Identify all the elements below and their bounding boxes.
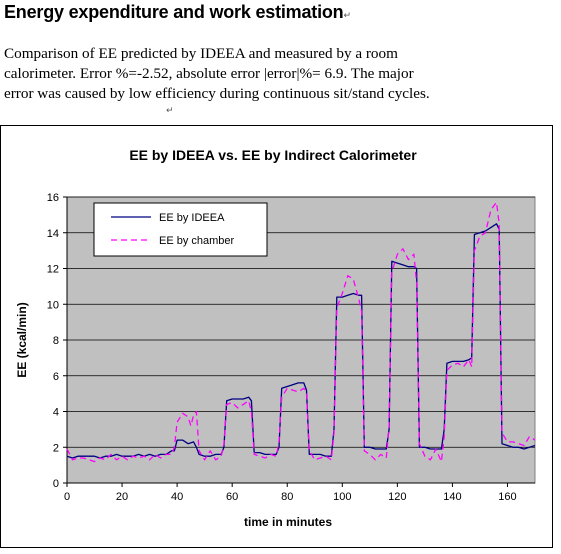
x-tick-label: 60 <box>226 491 238 503</box>
x-tick-label: 40 <box>171 491 183 503</box>
chart-frame: 0 2 4 6 8 10 12 14 16 0 20 40 60 80 100 120 140 160 EE b… <box>0 125 553 548</box>
x-tick-label: 120 <box>388 491 406 503</box>
section-heading: Energy expenditure and work estimation↵ <box>4 2 351 22</box>
y-tick-label: 2 <box>53 442 59 454</box>
ee-line-chart: 0 2 4 6 8 10 12 14 16 0 20 40 60 80 100 120 140 160 EE b… <box>15 147 536 529</box>
x-tick-label: 100 <box>333 491 351 503</box>
description-paragraph: Comparison of EE predicted by IDEEA and … <box>4 44 556 104</box>
y-tick-label: 14 <box>47 228 59 240</box>
y-tick-label: 12 <box>47 264 59 276</box>
y-tick-label: 8 <box>53 335 59 347</box>
y-tick-label: 16 <box>47 192 59 204</box>
description-line: Comparison of EE predicted by IDEEA and … <box>4 45 398 62</box>
legend: EE by IDEEA EE by chamber <box>93 202 268 257</box>
paragraph-mark-icon: ↵ <box>343 11 351 21</box>
y-tick-label: 10 <box>47 299 59 311</box>
y-tick-label: 6 <box>53 371 59 383</box>
legend-label-chamber: EE by chamber <box>159 235 235 247</box>
legend-box <box>93 202 268 257</box>
x-tick-label: 160 <box>498 491 516 503</box>
x-tick-label: 80 <box>281 491 293 503</box>
legend-label-ideea: EE by IDEEA <box>159 212 225 224</box>
x-tick-label: 20 <box>116 491 128 503</box>
y-tick-label: 0 <box>53 478 59 490</box>
x-tick-label: 140 <box>443 491 461 503</box>
y-tick-label: 4 <box>53 407 59 419</box>
chart-title: EE by IDEEA vs. EE by Indirect Calorimet… <box>129 147 417 163</box>
series-line-chamber <box>66 201 536 463</box>
x-tick-label: 0 <box>64 491 70 503</box>
x-axis-label: time in minutes <box>244 515 332 529</box>
paragraph-mark-icon: ↵ <box>166 106 174 116</box>
description-line: calorimeter. Error %=-2.52, absolute err… <box>4 65 414 82</box>
y-axis-label: EE (kcal/min) <box>15 302 29 377</box>
description-line: error was caused by low efficiency durin… <box>4 85 430 102</box>
